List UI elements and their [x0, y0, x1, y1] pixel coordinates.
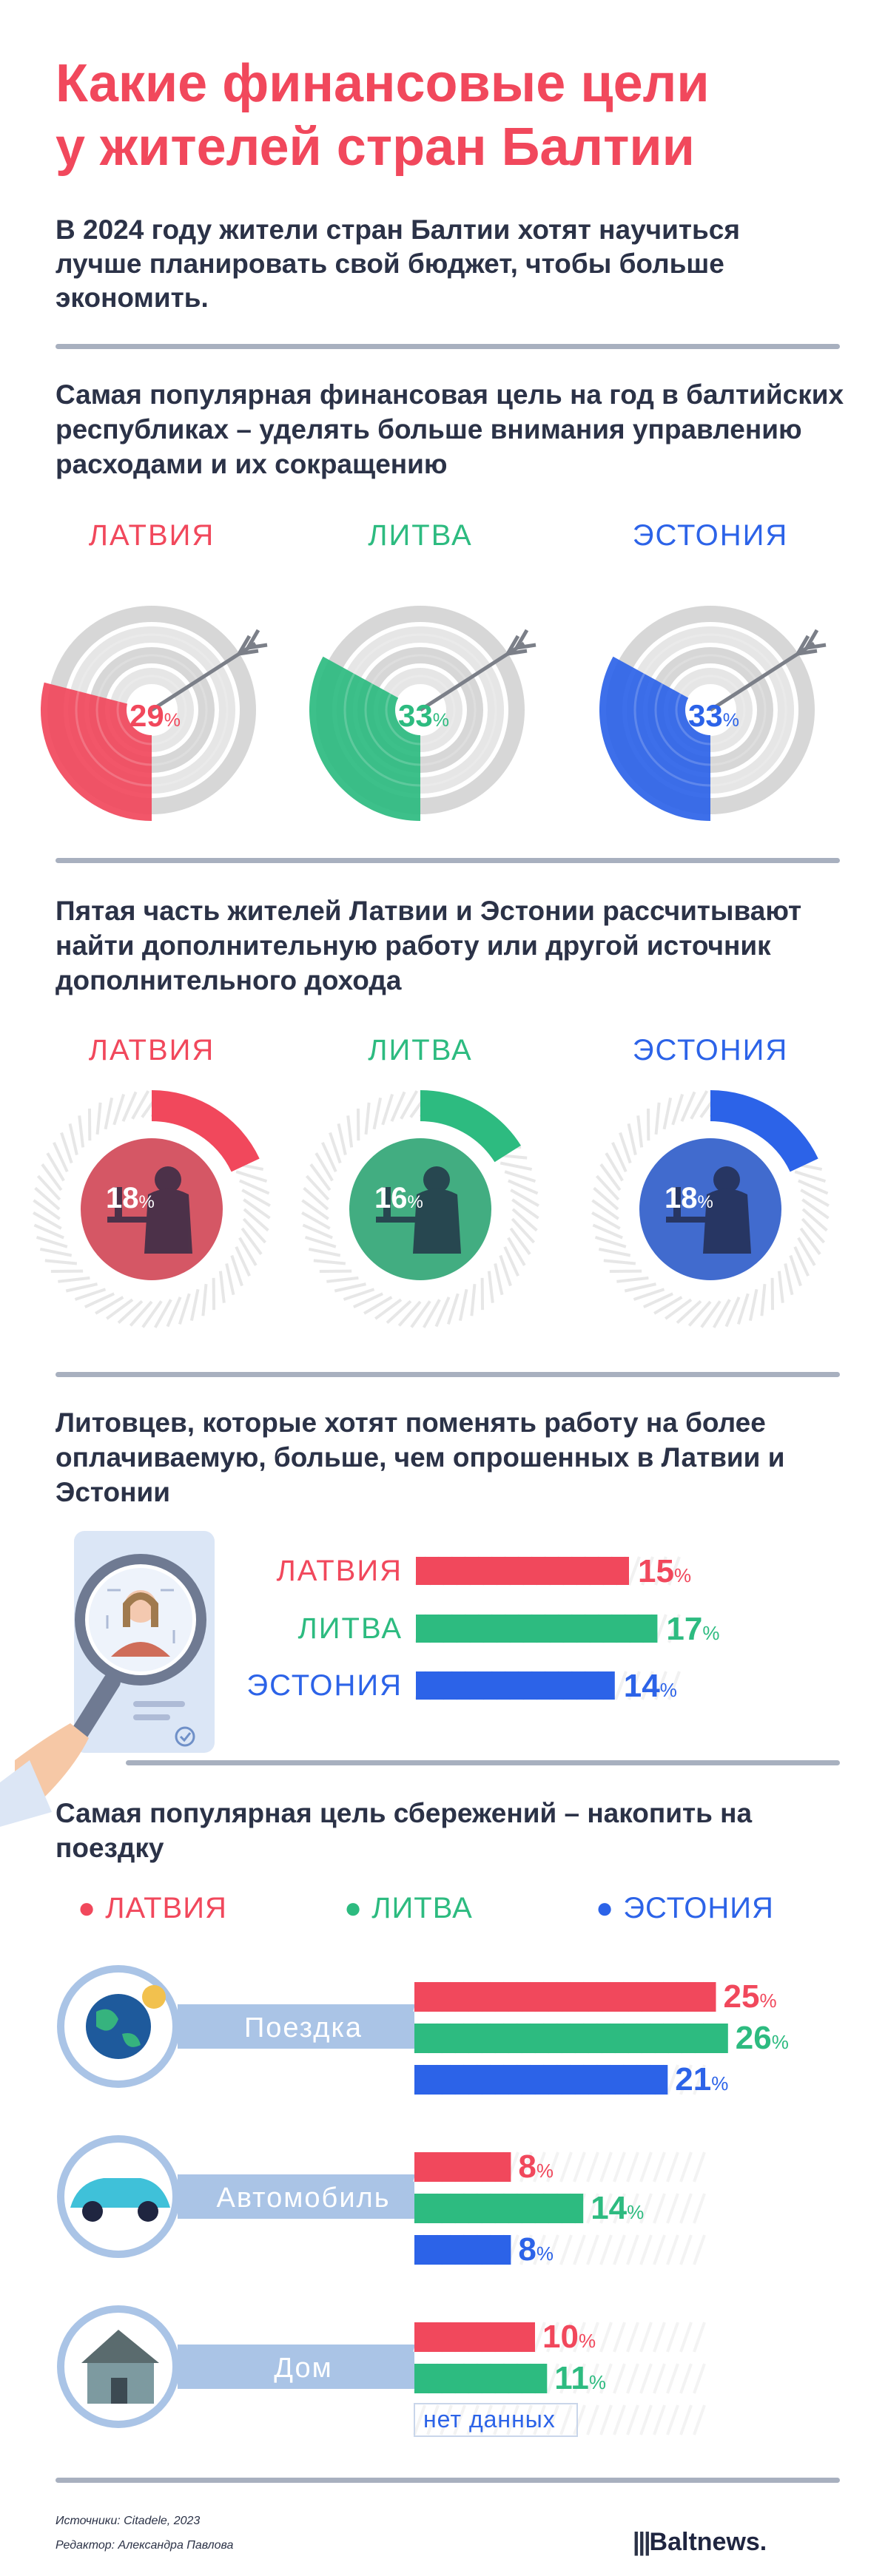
legend-ee: ● ЭСТОНИЯ	[596, 1892, 774, 1924]
check-icon	[175, 1726, 195, 1747]
s1-label-ee: ЭСТОНИЯ	[632, 519, 789, 552]
arrow-icon-ee	[709, 641, 815, 712]
target-value-ee: 33%	[688, 698, 739, 733]
editor-text: Редактор: Александра Павлова	[56, 2539, 234, 2552]
s3-value-lt: 17%	[666, 1611, 719, 1647]
donut-ee: 18%	[591, 1090, 830, 1328]
value-1-lt: 14%	[591, 2190, 644, 2226]
category-label-0: Поездка	[244, 2012, 363, 2043]
s2-label-lt: ЛИТВА	[368, 1034, 473, 1066]
value-0-lt: 26%	[736, 2020, 789, 2056]
s1-label-lt: ЛИТВА	[368, 519, 473, 552]
target-value-lt: 33%	[398, 698, 449, 733]
magnifier-resume-illustration	[0, 1531, 215, 1827]
section2-title: Пятая часть жителей Латвии и Эстонии рас…	[56, 896, 802, 995]
person-icon-ee	[666, 1166, 751, 1254]
value-2-lt: 11%	[554, 2360, 606, 2396]
donut-lt: 16%	[301, 1090, 539, 1328]
sources-text: Источники: Citadele, 2023	[56, 2515, 201, 2527]
intro-text: В 2024 году жители стран Балтии хотят на…	[56, 214, 740, 313]
page-title: Какие финансовые цели у жителей стран Ба…	[56, 52, 840, 179]
donut-arc-ee	[710, 1090, 818, 1172]
section1-target-chart: 29% 33% 33%	[40, 606, 827, 821]
s3-bar-lt	[416, 1615, 658, 1643]
value-1-ee: 8%	[518, 2231, 554, 2268]
title-line-2: у жителей стран Балтии	[56, 118, 695, 177]
s1-label-lv: ЛАТВИЯ	[88, 519, 215, 552]
logo-text: Baltnews.	[649, 2528, 767, 2556]
value-2-lv: 10%	[542, 2319, 596, 2355]
target-sector-lv	[40, 682, 152, 821]
arrow-icon-lt	[419, 641, 525, 712]
group-2: Дом 10% 11% нет данных	[57, 2305, 706, 2437]
bar-1-lt	[414, 2194, 584, 2223]
divider-1	[56, 344, 840, 349]
s3-bar-lv	[416, 1557, 629, 1585]
target-sector-ee	[599, 656, 710, 821]
bar-0-lv	[414, 1982, 716, 2012]
legend-lv-label: ЛАТВИЯ	[105, 1892, 227, 1924]
group-0: Поездка 25% 26%21%	[57, 1965, 789, 2097]
baltnews-logo: |||Baltnews.	[633, 2528, 767, 2556]
person-icon-lv	[107, 1166, 192, 1254]
legend-lt: ● ЛИТВА	[344, 1892, 473, 1924]
divider-5	[56, 2478, 840, 2483]
group-1: Автомобиль 8% 14% 8%	[57, 2135, 706, 2268]
category-label-1: Автомобиль	[216, 2183, 390, 2214]
section4-grouped-bar-chart: Поездка 25% 26%21% Автомобиль 8% 14% 8% Дом 10% 1…	[57, 1965, 789, 2437]
legend-lv: ● ЛАТВИЯ	[78, 1892, 227, 1924]
no-data-label-2: нет данных	[423, 2406, 556, 2433]
bar-0-ee	[414, 2065, 668, 2095]
divider-2	[56, 858, 840, 863]
s3-label-ee: ЭСТОНИЯ	[246, 1669, 403, 1702]
category-label-2: Дом	[274, 2353, 332, 2384]
target-lt: 33%	[309, 606, 536, 821]
section3-bar-chart: ЛАТВИЯ 15% ЛИТВА 17% ЭСТОНИЯ 14%	[246, 1553, 719, 1704]
s2-label-lv: ЛАТВИЯ	[88, 1034, 215, 1066]
section4-title: Самая популярная цель сбережений – накоп…	[56, 1798, 753, 1863]
bar-2-lv	[414, 2322, 535, 2352]
bar-2-lt	[414, 2364, 548, 2393]
s3-bar-ee	[416, 1671, 615, 1700]
legend-lt-label: ЛИТВА	[371, 1892, 473, 1924]
donut-value-lt: 16%	[374, 1182, 423, 1214]
s2-label-ee: ЭСТОНИЯ	[632, 1034, 789, 1066]
arrow-icon-lv	[150, 641, 257, 712]
section3-title: Литовцев, которые хотят поменять работу …	[56, 1407, 785, 1507]
value-0-ee: 21%	[675, 2061, 728, 2097]
s3-label-lv: ЛАТВИЯ	[276, 1555, 403, 1587]
title-line-1: Какие финансовые цели	[56, 54, 710, 113]
section1-title: Самая популярная финансовая цель на год …	[56, 379, 844, 479]
bar-1-ee	[414, 2235, 511, 2265]
bar-0-lt	[414, 2024, 728, 2053]
bar-1-lv	[414, 2152, 511, 2182]
divider-3	[56, 1372, 840, 1377]
target-value-lv: 29%	[130, 698, 181, 733]
person-icon-lt	[376, 1166, 461, 1254]
section2-donut-chart: 18% 16% 18%	[33, 1090, 830, 1328]
donut-value-ee: 18%	[665, 1182, 713, 1214]
s3-value-lv: 15%	[638, 1553, 691, 1589]
legend-ee-label: ЭСТОНИЯ	[623, 1892, 774, 1924]
donut-arc-lv	[151, 1090, 260, 1172]
value-0-lv: 25%	[724, 1978, 777, 2015]
divider-4	[126, 1760, 840, 1765]
value-1-lv: 8%	[518, 2149, 554, 2185]
s3-value-ee: 14%	[624, 1668, 677, 1704]
donut-value-lv: 18%	[106, 1182, 155, 1214]
target-ee: 33%	[599, 606, 827, 821]
s3-label-lt: ЛИТВА	[298, 1612, 403, 1645]
donut-lv: 18%	[33, 1090, 271, 1328]
donut-arc-lt	[420, 1090, 521, 1163]
target-sector-lt	[309, 656, 420, 821]
target-lv: 29%	[40, 606, 268, 821]
